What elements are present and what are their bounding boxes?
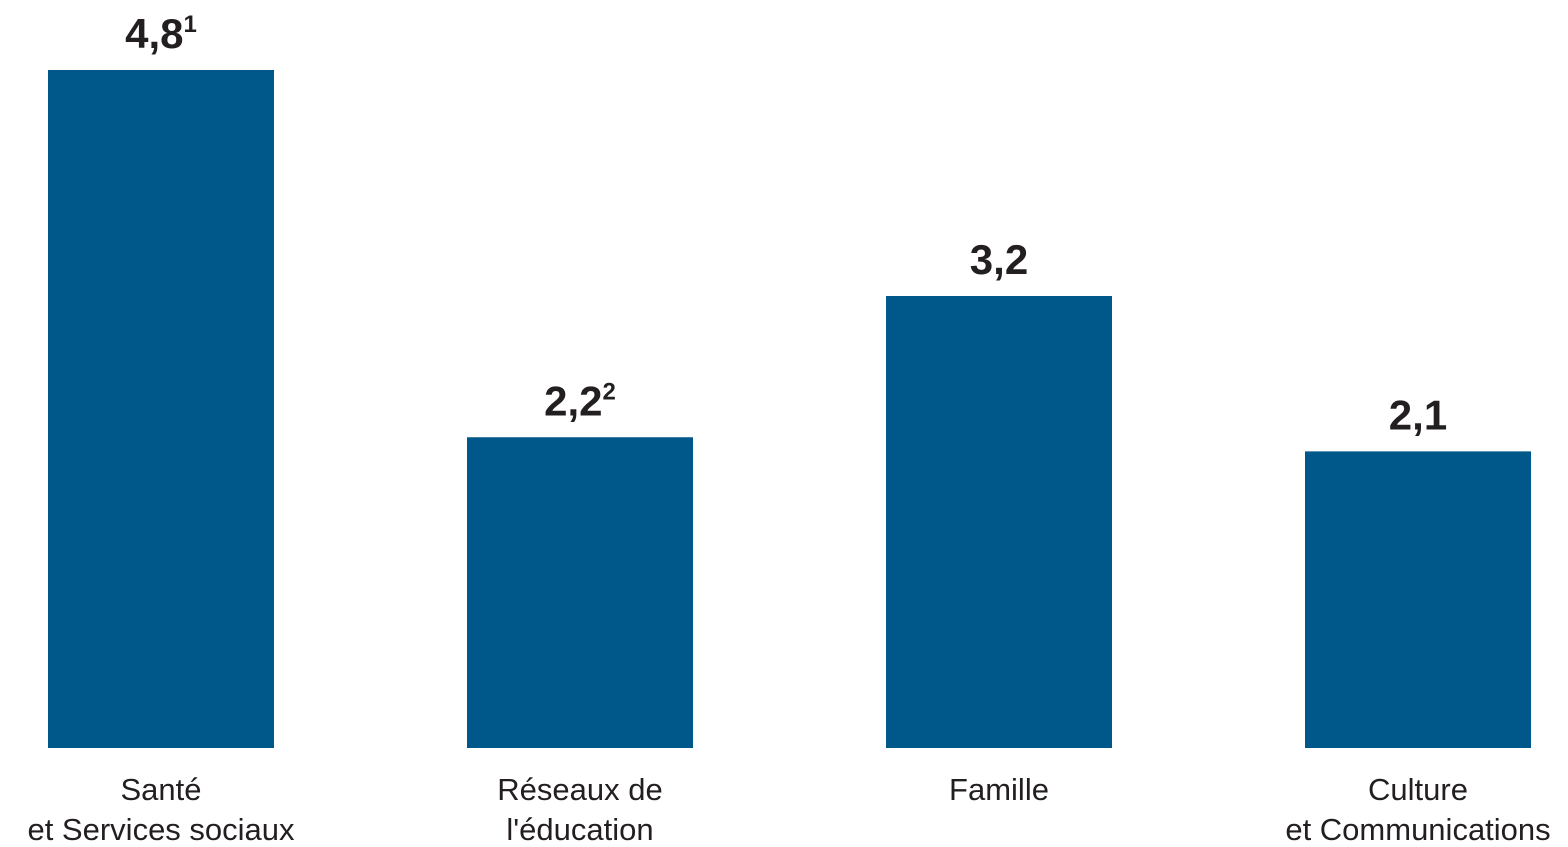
footnote-mark: 2 [603, 378, 616, 405]
category-label: Réseaux de l'éducation [497, 772, 663, 847]
bar [1305, 451, 1531, 748]
value-label: 2,22 [544, 377, 616, 424]
value-label-text: 4,8 [125, 10, 183, 57]
value-label-text: 2,1 [1389, 391, 1447, 438]
footnote-mark: 1 [184, 11, 197, 38]
category-label: Culture et Communications [1285, 772, 1551, 847]
category-label: Santé et Services sociaux [27, 772, 295, 847]
bar [467, 437, 693, 748]
value-label: 2,1 [1389, 391, 1447, 438]
bar [48, 70, 274, 748]
value-label: 3,2 [970, 236, 1028, 283]
value-label: 4,81 [125, 10, 197, 57]
category-label: Famille [949, 772, 1049, 807]
value-label-text: 2,2 [544, 377, 602, 424]
value-label-text: 3,2 [970, 236, 1028, 283]
bar [886, 296, 1112, 748]
